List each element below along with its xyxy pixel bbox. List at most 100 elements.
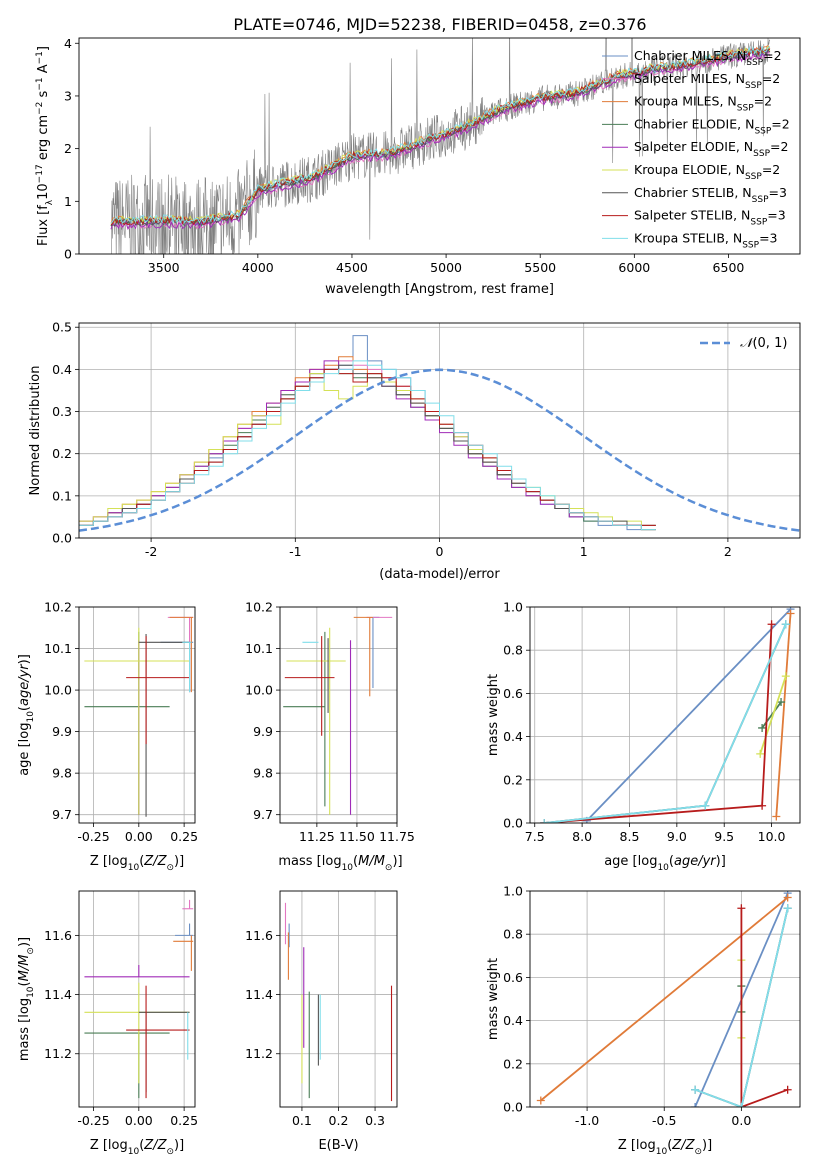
plot-frame <box>78 322 801 539</box>
histogram-curves <box>79 335 800 532</box>
legend-label: Chabrier STELIB, NSSP=3 <box>634 185 787 205</box>
x-tick-label: 4000 <box>242 260 274 275</box>
weight-point-marker <box>758 801 767 810</box>
x-tick-label: 5500 <box>524 260 556 275</box>
plot-frame <box>529 890 801 1108</box>
histogram-step-line <box>79 368 656 526</box>
x-axis-label: Z [log10(Z/Z⊙)] <box>90 1138 184 1157</box>
errorbar-group <box>84 616 194 817</box>
y-tick-label: 0.2 <box>503 772 523 787</box>
y-tick-label: 0.4 <box>503 1013 523 1028</box>
figure-title: PLATE=0746, MJD=52238, FIBERID=0458, z=0… <box>233 15 646 34</box>
age-vs-mass-panel: 11.25 11.50 11.75 9.7 9.8 9.9 10.0 10.1 10.2 mass… <box>245 600 415 874</box>
weight-lines <box>536 891 792 1107</box>
y-tick-label: 10.2 <box>44 600 72 615</box>
x-tick-label: 6500 <box>713 260 745 275</box>
weight-vs-age-panel: 7.5 8.0 8.5 9.0 9.5 10.0 0.0 0.2 0.4 0.6 0.8 1.0 mas… <box>486 600 801 873</box>
x-tick-label: 11.25 <box>299 829 335 844</box>
y-tick-label: 0.6 <box>503 686 523 701</box>
x-axis-label: mass [log10(M/M⊙)] <box>278 854 402 873</box>
weight-point-marker <box>781 672 790 681</box>
legend-label: Salpeter STELIB, NSSP=3 <box>634 208 786 228</box>
y-tick-label: 0.0 <box>503 1100 523 1115</box>
weight-point-marker <box>783 893 792 902</box>
y-axis-label: Flux [fλ10−17 erg cm−2 s−1 A−1] <box>35 46 55 246</box>
x-tick-label: 0.00 <box>125 829 153 844</box>
plot-frame <box>78 37 801 255</box>
weight-point-marker <box>737 904 746 913</box>
y-tick-label: 10.2 <box>245 600 273 615</box>
x-tick-label: 8.0 <box>572 829 592 844</box>
spectrum-curves <box>110 38 771 254</box>
y-tick-label: 11.2 <box>245 1046 273 1061</box>
y-tick-label: 0.0 <box>503 816 523 831</box>
weight-line <box>544 623 787 823</box>
y-tick-label: 10.0 <box>44 683 72 698</box>
x-tick-label: 0.2 <box>329 1113 349 1128</box>
x-tick-label: 11.50 <box>339 829 375 844</box>
x-axis-label: wavelength [Angstrom, rest frame] <box>325 282 554 297</box>
y-axis-label: Normed distribution <box>28 366 43 496</box>
weight-point-marker <box>758 723 767 732</box>
x-tick-label: 0.25 <box>170 1113 198 1128</box>
x-tick-label: 4500 <box>336 260 368 275</box>
weight-vs-metallicity-panel: -1.0 -0.5 0.0 0.0 0.2 0.4 0.6 0.8 1.0 mass weight… <box>486 884 801 1157</box>
model-spectrum-line <box>110 45 771 224</box>
weight-point-marker <box>536 1096 545 1105</box>
x-axis-label: Z [log10(Z/Z⊙)] <box>618 1138 712 1157</box>
plot-frame <box>279 890 398 1108</box>
x-tick-label: 11.75 <box>379 829 415 844</box>
x-tick-label: 7.5 <box>525 829 545 844</box>
y-tick-label: 0.3 <box>52 404 72 419</box>
y-tick-label: 0.6 <box>503 970 523 985</box>
y-tick-label: 0.2 <box>503 1056 523 1071</box>
x-tick-label: -0.5 <box>652 1113 676 1128</box>
weight-point-marker <box>701 801 710 810</box>
weight-point-marker <box>691 1085 700 1094</box>
y-tick-label: 11.6 <box>245 928 273 943</box>
weight-point-marker <box>777 698 786 707</box>
y-tick-label: 11.4 <box>44 987 72 1002</box>
y-tick-label: 0.8 <box>503 927 523 942</box>
y-tick-label: 1.0 <box>503 600 523 615</box>
y-tick-label: 1 <box>64 194 72 209</box>
legend-label: Salpeter ELODIE, NSSP=2 <box>634 139 788 159</box>
y-tick-label: 1.0 <box>503 884 523 899</box>
y-tick-label: 0 <box>64 247 72 262</box>
weight-line <box>544 623 787 823</box>
y-tick-label: 10.1 <box>44 641 72 656</box>
y-tick-label: 0.2 <box>52 446 72 461</box>
plot-frame <box>78 890 196 1108</box>
weight-line <box>540 896 789 1102</box>
residuals-panel: -2 -1 0 1 2 0.0 0.1 0.2 0.3 0.4 0.5 (data-model)/er… <box>28 320 801 582</box>
y-tick-label: 11.6 <box>44 928 72 943</box>
y-tick-label: 10.0 <box>245 683 273 698</box>
spectrum-legend: Chabrier MILES, NSSP=2 Salpeter MILES, NS… <box>602 48 790 250</box>
weight-point-marker <box>540 819 549 823</box>
legend-label: Kroupa MILES, NSSP=2 <box>634 94 772 114</box>
y-tick-label: 0.4 <box>503 729 523 744</box>
y-axis-label: age [log10(age/yr)] <box>17 654 36 776</box>
y-tick-label: 9.8 <box>253 766 273 781</box>
x-tick-label: 0.1 <box>292 1113 312 1128</box>
weight-line <box>544 624 773 823</box>
y-axis-label: mass weight <box>486 674 501 756</box>
weight-point-marker <box>691 1103 700 1107</box>
y-axis-label: mass [log10(M/M⊙)] <box>17 937 36 1061</box>
x-tick-label: -0.25 <box>77 1113 109 1128</box>
y-tick-label: 11.4 <box>245 987 273 1002</box>
errorbar-group <box>284 902 393 1102</box>
x-tick-label: 9.5 <box>714 829 734 844</box>
y-tick-label: 0.4 <box>52 362 72 377</box>
legend-label: Kroupa STELIB, NSSP=3 <box>634 230 778 250</box>
x-axis-label: (data-model)/error <box>379 567 500 582</box>
legend-label: Salpeter MILES, NSSP=2 <box>634 71 780 91</box>
weight-point-marker <box>767 620 776 629</box>
y-tick-label: 0.5 <box>52 320 72 335</box>
x-tick-label: -2 <box>145 544 157 559</box>
y-axis-label: mass weight <box>486 958 501 1040</box>
weight-lines <box>540 607 795 823</box>
plot-frame <box>78 606 196 824</box>
x-axis-label: age [log10(age/yr)] <box>604 854 726 873</box>
